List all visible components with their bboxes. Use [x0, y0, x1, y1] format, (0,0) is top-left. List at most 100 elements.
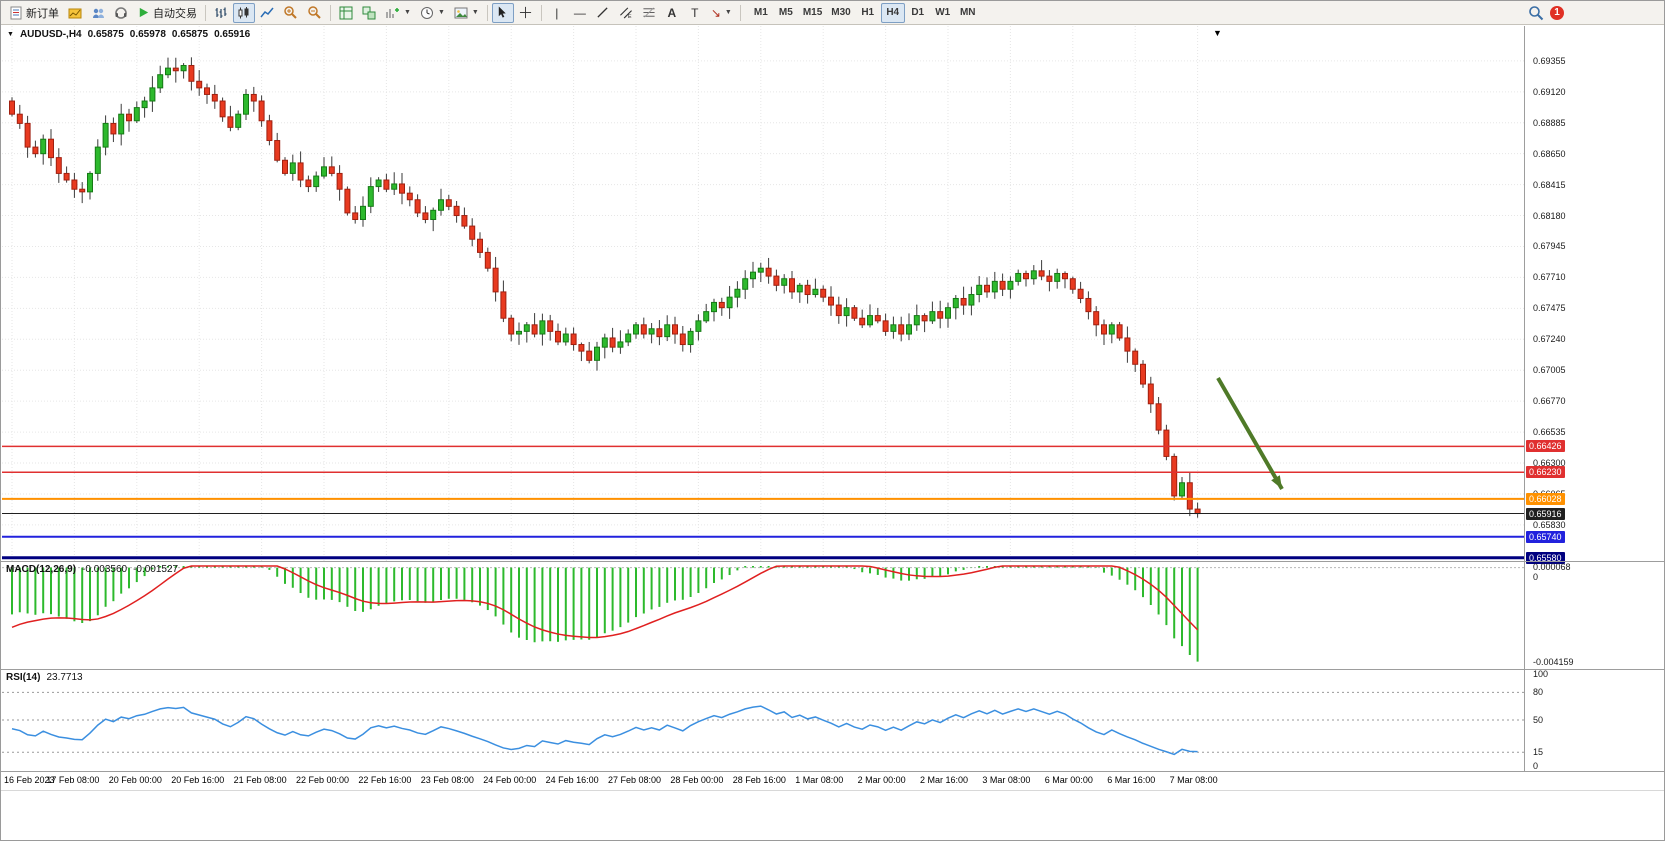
cursor-icon: [496, 6, 509, 19]
trendline-tool-button[interactable]: [592, 3, 614, 23]
time-axis-label: 16 Feb 2023: [4, 775, 55, 785]
text-tool-button[interactable]: A: [661, 3, 683, 23]
rsi-panel[interactable]: RSI(14) 23.7713: [2, 670, 1524, 771]
arrows-tool-button[interactable]: ↘ ▼: [707, 3, 736, 23]
crosshair-icon: [519, 6, 532, 19]
horizontal-line-icon: —: [573, 5, 586, 20]
crosshair-tool-button[interactable]: [515, 3, 537, 23]
cursor-tool-button[interactable]: [491, 2, 514, 23]
timeframe-m15-button[interactable]: M15: [802, 7, 823, 18]
macd-value: -0.003560: [82, 564, 128, 575]
axis-scale-label: 0.66300: [1533, 458, 1566, 468]
zoom-in-button[interactable]: [279, 3, 302, 23]
price-level-badge: 0.65916: [1526, 507, 1565, 520]
time-axis-label: 24 Feb 16:00: [545, 775, 599, 785]
toolbar-separator: [205, 4, 206, 21]
macd-signal-value: -0.001527: [133, 564, 179, 575]
timeframe-h4-button[interactable]: H4: [880, 2, 905, 23]
auto-trading-button[interactable]: 自动交易: [133, 3, 201, 23]
data-window-button[interactable]: [110, 3, 132, 23]
candlestick-chart-button[interactable]: [233, 2, 255, 23]
time-axis-label: 20 Feb 16:00: [171, 775, 225, 785]
notification-badge[interactable]: 1: [1550, 5, 1564, 20]
new-chart-window-button[interactable]: [335, 3, 357, 23]
time-axis-label: 24 Feb 00:00: [483, 775, 537, 785]
horizontal-line-tool-button[interactable]: —: [569, 3, 591, 23]
toolbar-right-group: 1: [1528, 5, 1564, 21]
time-axis-label: 2 Mar 00:00: [857, 775, 906, 785]
new-chart-grid-icon: [339, 6, 353, 20]
text-icon: A: [667, 5, 677, 20]
dropdown-caret-icon: ▼: [471, 9, 479, 16]
rsi-value: 23.7713: [46, 672, 83, 683]
dropdown-caret-icon: ▼: [404, 9, 411, 16]
time-axis-label: 22 Feb 16:00: [358, 775, 412, 785]
panel-separator[interactable]: [1, 561, 1664, 562]
clock-icon: [420, 6, 434, 20]
time-axis-label: 27 Feb 08:00: [608, 775, 662, 785]
timeframe-m1-button[interactable]: M1: [753, 7, 768, 18]
new-order-button[interactable]: 新订单: [5, 3, 63, 23]
label-tool-button[interactable]: T: [684, 3, 706, 23]
ohlc-bars-icon: [214, 6, 228, 20]
arrow-symbol-icon: ↘: [710, 5, 721, 20]
timeframe-h1-button[interactable]: H1: [861, 7, 875, 18]
svg-text:▼: ▼: [1213, 28, 1222, 38]
periods-button[interactable]: ▼: [416, 3, 449, 23]
macd-chart[interactable]: [2, 562, 1524, 669]
new-order-label: 新订单: [26, 7, 59, 20]
line-chart-button[interactable]: [256, 3, 278, 23]
timeframe-mn-button[interactable]: MN: [959, 7, 976, 18]
time-axis-label: 20 Feb 00:00: [108, 775, 162, 785]
search-icon[interactable]: [1528, 5, 1544, 21]
panel-separator[interactable]: [1, 669, 1664, 670]
timeframe-w1-button[interactable]: W1: [935, 7, 951, 18]
timeframe-d1-button[interactable]: D1: [911, 7, 925, 18]
trendline-icon: [596, 6, 609, 19]
axis-scale-label: 0.69120: [1533, 86, 1566, 97]
zoom-in-icon: [283, 5, 298, 20]
axis-scale-label: 0.000068: [1533, 562, 1571, 572]
timeframe-m30-button[interactable]: M30: [831, 7, 851, 18]
indicators-button[interactable]: ▼: [381, 3, 415, 23]
market-watch-button[interactable]: [87, 3, 109, 23]
chart-profile-button[interactable]: [64, 3, 86, 23]
macd-panel[interactable]: MACD(12,26,9) -0.003560 -0.001527: [2, 562, 1524, 669]
bottom-divider: [1, 790, 1664, 791]
price-level-badge: 0.65740: [1526, 530, 1565, 543]
toolbar-separator: [739, 4, 741, 21]
axis-scale-label: 0.68885: [1533, 117, 1566, 128]
ohlc-low: 0.65875: [171, 29, 209, 40]
time-axis[interactable]: 16 Feb 2023 17 Feb 08:00 20 Feb 00:00 20 Fe…: [2, 772, 1524, 790]
fibonacci-tool-button[interactable]: [638, 3, 660, 23]
channel-icon: E: [619, 6, 633, 19]
candlestick-chart[interactable]: ▼: [2, 26, 1524, 561]
axis-scale-label: 0.68650: [1533, 148, 1566, 159]
dropdown-caret-icon: ▼: [437, 9, 445, 16]
tile-windows-button[interactable]: [358, 3, 380, 23]
channel-tool-button[interactable]: E: [615, 3, 637, 23]
axis-scale-label: 0.67945: [1533, 241, 1566, 252]
price-axis[interactable]: 0.69355 0.69120 0.68885 0.68650 0.68415 0.681…: [1524, 26, 1664, 772]
axis-scale-label: 0.68180: [1533, 210, 1566, 221]
price-level-badge: 0.66028: [1526, 492, 1565, 505]
axis-scale-label: 0.66770: [1533, 396, 1566, 407]
market-watch-icon: [91, 6, 105, 20]
auto-trading-label: 自动交易: [153, 7, 197, 20]
vertical-line-tool-button[interactable]: |: [546, 3, 568, 23]
templates-button[interactable]: ▼: [450, 3, 483, 23]
toolbar-separator: [330, 4, 331, 21]
axis-scale-label: 15: [1533, 747, 1544, 758]
axis-scale-label: -0.004159: [1533, 657, 1574, 667]
time-axis-label: 28 Feb 00:00: [670, 775, 724, 785]
timeframe-m5-button[interactable]: M5: [778, 7, 793, 18]
zoom-out-button[interactable]: [303, 3, 326, 23]
time-axis-label: 6 Mar 00:00: [1044, 775, 1093, 785]
main-chart-panel[interactable]: ▼ ▼ AUDUSD-,H4 0.65875 0.65978 0.65875 0…: [2, 26, 1524, 561]
main-toolbar: 新订单 自动交易: [1, 1, 1664, 25]
rsi-chart[interactable]: [2, 670, 1524, 771]
oneclick-trading-toggle-icon[interactable]: ▼: [7, 31, 14, 38]
bar-chart-button[interactable]: [210, 3, 232, 23]
profile-chart-icon: [68, 6, 82, 20]
tile-windows-icon: [362, 6, 376, 20]
